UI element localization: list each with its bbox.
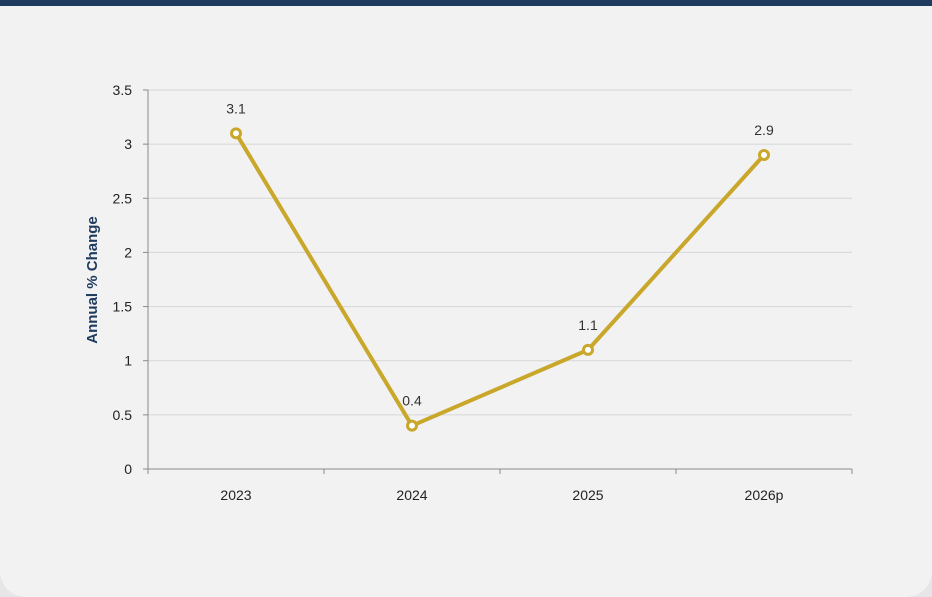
axes — [143, 89, 853, 474]
data-point-marker — [758, 148, 770, 161]
x-tick-label: 2026p — [745, 487, 784, 503]
y-tick-label: 0 — [124, 461, 132, 477]
x-tick-label: 2023 — [220, 487, 251, 503]
data-point-marker — [406, 419, 418, 432]
y-tick-label: 1.5 — [113, 299, 133, 315]
data-point-marker — [582, 343, 594, 356]
header-accent-bar — [0, 0, 932, 6]
series-line — [234, 131, 766, 428]
series — [230, 127, 770, 432]
y-tick-labels: 0 0.5 1 1.5 2 2.5 3 3.5 — [113, 82, 133, 477]
x-tick-labels: 2023 2024 2025 2026p — [220, 487, 783, 503]
y-tick-label: 2 — [124, 244, 132, 260]
gridlines — [148, 89, 852, 416]
y-tick-label: 0.5 — [113, 407, 133, 423]
data-label: 3.1 — [226, 100, 246, 116]
y-tick-label: 2.5 — [113, 190, 133, 206]
data-label: 0.4 — [402, 393, 422, 409]
chart-card — [0, 6, 932, 597]
x-tick-label: 2025 — [572, 487, 603, 503]
data-point-marker — [230, 127, 242, 140]
data-labels: 3.1 0.4 1.1 2.9 — [226, 100, 774, 408]
data-label: 1.1 — [578, 317, 598, 333]
y-axis-label: Annual % Change — [84, 216, 101, 344]
y-tick-label: 3.5 — [113, 82, 133, 98]
x-tick-label: 2024 — [396, 487, 427, 503]
data-label: 2.9 — [754, 122, 774, 138]
y-tick-label: 3 — [124, 136, 132, 152]
y-tick-label: 1 — [124, 353, 132, 369]
